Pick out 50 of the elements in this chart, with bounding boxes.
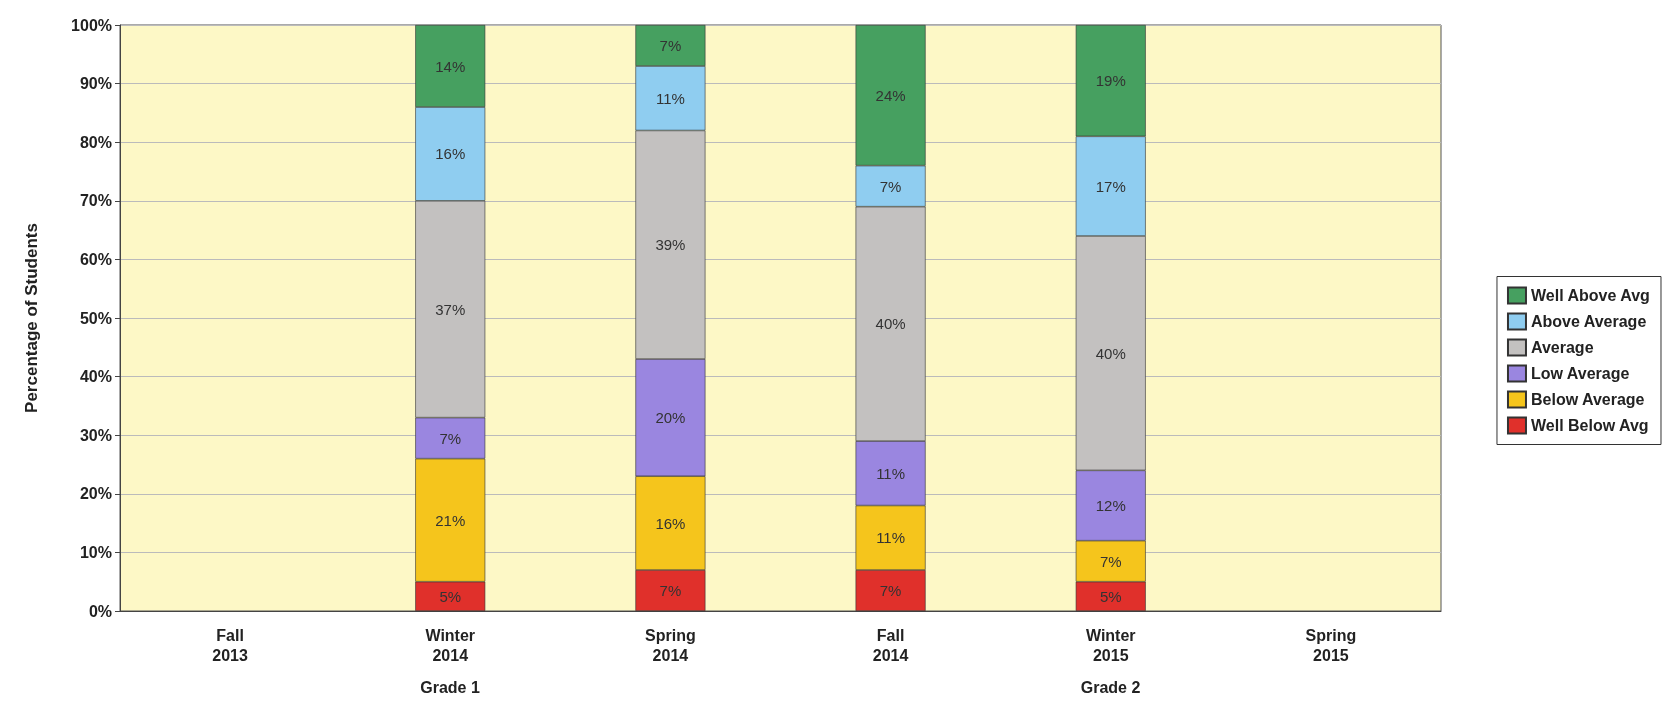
- y-tick-label: 70%: [79, 192, 112, 210]
- x-tick-label: Fall 2013: [212, 626, 248, 664]
- text: Grade 1: [420, 678, 480, 696]
- data-label: 14%: [435, 57, 466, 75]
- data-label: 7%: [879, 177, 902, 195]
- data-label: 24%: [875, 86, 906, 104]
- data-label: 40%: [875, 315, 906, 333]
- data-label: 7%: [1099, 552, 1122, 570]
- data-label: 19%: [1095, 72, 1126, 90]
- data-label: 21%: [435, 511, 466, 529]
- x-tick-label: Spring 2014: [645, 626, 696, 664]
- x-tick-label: Fall 2014: [872, 626, 909, 664]
- y-tick-label: 40%: [79, 368, 112, 386]
- data-label: 11%: [876, 529, 906, 547]
- data-label: 5%: [1099, 587, 1122, 605]
- x-tick-label: Winter 2014: [425, 626, 476, 664]
- data-label: 20%: [655, 409, 686, 427]
- legend-label: Well Below Avg: [1530, 417, 1649, 434]
- data-label: 7%: [879, 581, 902, 599]
- legend-label: Well Above Avg: [1530, 287, 1650, 304]
- data-label: 11%: [876, 464, 906, 482]
- y-tick-label: 0%: [88, 602, 112, 620]
- data-label: 12%: [1095, 497, 1126, 515]
- data-label: 5%: [439, 587, 462, 605]
- y-tick-label: 10%: [79, 543, 112, 561]
- data-label: 11%: [655, 89, 685, 107]
- legend-label: Below Average: [1530, 391, 1645, 408]
- y-tick-label: 90%: [79, 75, 112, 93]
- data-label: 40%: [1095, 344, 1126, 362]
- data-label: 16%: [435, 145, 466, 163]
- y-tick-label: 100%: [71, 16, 112, 34]
- data-label: 7%: [659, 37, 682, 55]
- y-tick-label: 50%: [79, 309, 112, 327]
- legend-label: Above Average: [1530, 313, 1647, 330]
- data-label: 39%: [655, 236, 686, 254]
- y-tick-label: 30%: [79, 426, 112, 444]
- text: Grade 2: [1080, 678, 1141, 696]
- x-tick-label: Spring 2015: [1305, 626, 1357, 664]
- data-label: 7%: [439, 429, 462, 447]
- data-label: 17%: [1095, 177, 1126, 195]
- legend-label: Low Average: [1530, 365, 1630, 382]
- data-label: 7%: [659, 581, 682, 599]
- x-tick-label: Winter 2015: [1085, 626, 1136, 664]
- legend-label: Average: [1530, 339, 1594, 356]
- y-tick-label: 20%: [79, 485, 112, 503]
- data-label: 37%: [435, 300, 466, 318]
- y-tick-label: 60%: [79, 250, 112, 268]
- y-axis-title: Percentage of Students: [22, 223, 41, 413]
- data-label: 16%: [655, 514, 686, 532]
- y-tick-label: 80%: [79, 133, 112, 151]
